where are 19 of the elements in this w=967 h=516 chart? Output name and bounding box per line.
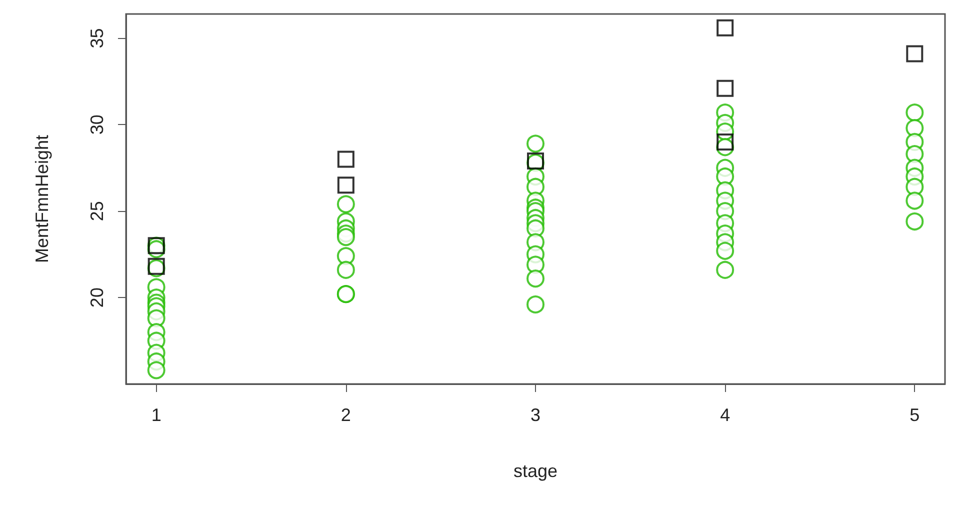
point bbox=[337, 150, 354, 168]
point bbox=[906, 45, 924, 62]
y-tick-label: 20 bbox=[87, 288, 107, 308]
point bbox=[337, 176, 354, 194]
y-tick-label: 25 bbox=[87, 201, 107, 222]
point bbox=[527, 152, 544, 170]
x-axis-title: stage bbox=[513, 461, 558, 481]
x-tick-label: 1 bbox=[151, 405, 162, 425]
x-tick-label: 2 bbox=[340, 405, 351, 425]
point bbox=[716, 133, 734, 150]
point bbox=[148, 258, 165, 275]
y-tick-label: 35 bbox=[87, 28, 107, 48]
x-tick-label: 5 bbox=[910, 405, 920, 425]
x-tick-label: 4 bbox=[720, 405, 730, 425]
x-tick-label: 3 bbox=[530, 405, 541, 425]
point bbox=[716, 19, 734, 36]
point bbox=[716, 80, 734, 97]
y-axis-title: MentFmnHeight bbox=[32, 134, 52, 264]
y-tick-label: 30 bbox=[87, 114, 107, 135]
